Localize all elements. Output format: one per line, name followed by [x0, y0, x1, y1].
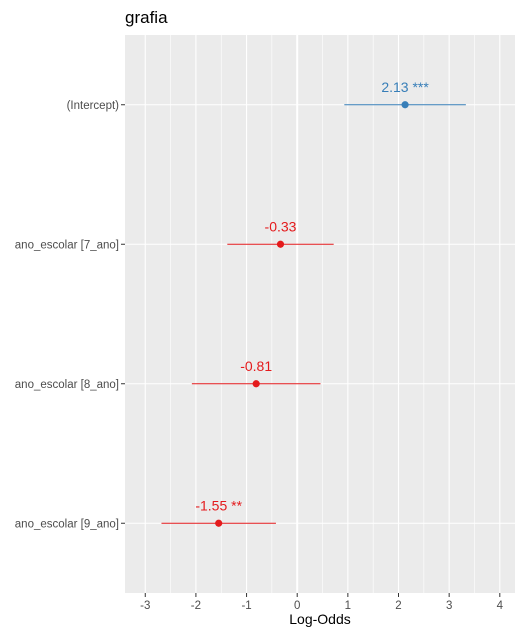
- x-tick-label: 3: [446, 600, 452, 612]
- estimate-label: -0.33: [265, 218, 297, 234]
- y-tick-label: ano_escolar [9_ano]: [15, 518, 119, 530]
- estimate-point: [401, 101, 409, 109]
- x-tick-label: 2: [395, 600, 401, 612]
- chart-title: grafia: [125, 8, 168, 27]
- x-tick-label: -1: [241, 600, 251, 612]
- estimate-point: [252, 380, 260, 388]
- x-tick-label: 0: [294, 600, 300, 612]
- x-tick-label: 1: [345, 600, 351, 612]
- x-tick-label: 4: [497, 600, 504, 612]
- estimate-label: -1.55 **: [195, 497, 242, 513]
- y-tick-label: ano_escolar [8_ano]: [15, 379, 119, 391]
- plot-panel: [125, 35, 515, 593]
- y-axis: (Intercept) ano_escolar [7_ano] ano_escola…: [15, 100, 125, 530]
- x-tick-label: -3: [140, 600, 150, 612]
- x-tick-label: -2: [191, 600, 201, 612]
- y-tick-label: (Intercept): [67, 100, 120, 112]
- estimate-point: [215, 519, 223, 527]
- estimate-label: 2.13 ***: [381, 79, 429, 95]
- estimate-marks: 2.13 *** -0.33 -0.81 -1.55 **: [161, 79, 466, 527]
- x-axis-label: Log-Odds: [289, 611, 350, 627]
- estimate-label: -0.81: [240, 358, 272, 374]
- y-tick-label: ano_escolar [7_ano]: [15, 239, 119, 251]
- x-axis: -3 -2 -1 0 1 2 3 4: [140, 593, 504, 612]
- estimate-point: [276, 240, 285, 248]
